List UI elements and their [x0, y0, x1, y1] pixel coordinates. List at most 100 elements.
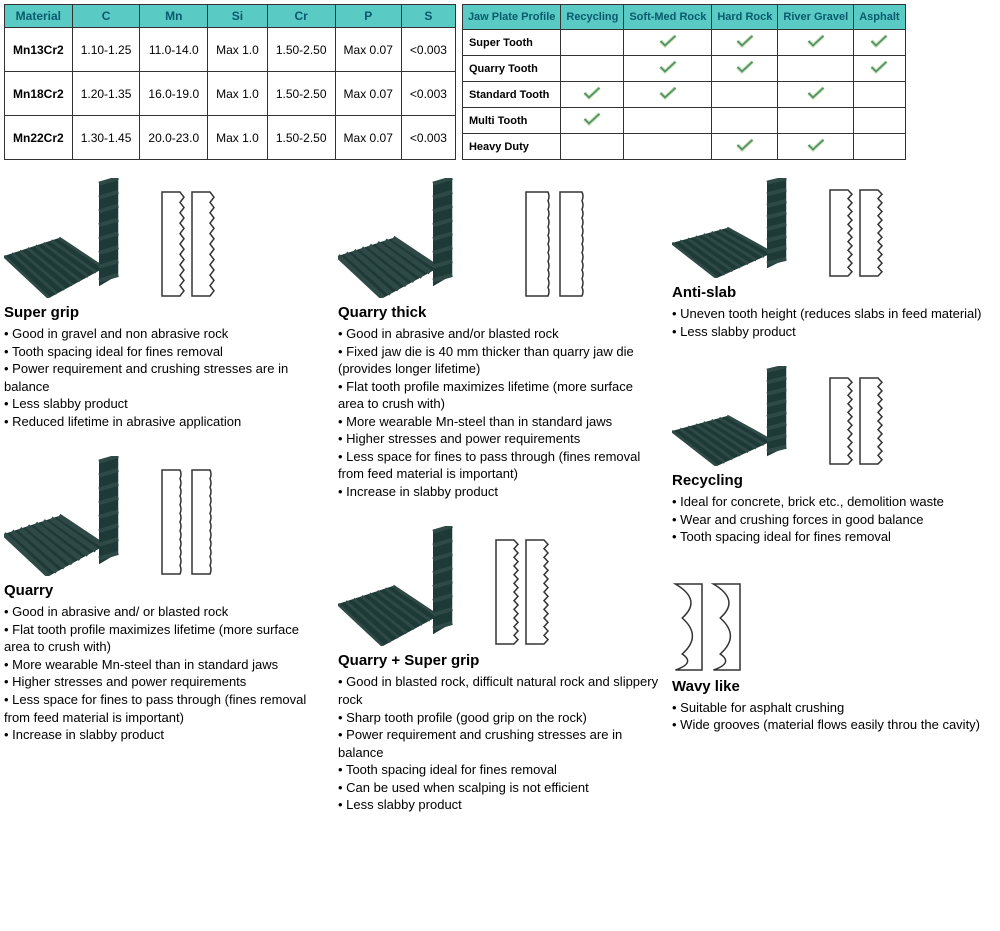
bullet-item: Less slabby product	[4, 395, 328, 413]
profile-outline-icon	[558, 190, 588, 298]
bullet-item: Good in blasted rock, difficult natural …	[338, 673, 662, 708]
table-row: Multi Tooth	[462, 108, 905, 134]
bullet-item: Tooth spacing ideal for fines removal	[338, 761, 662, 779]
bullets: Suitable for asphalt crushingWide groove…	[672, 699, 996, 734]
jaw-profile-outline	[160, 468, 216, 576]
section-wavy-like: Wavy like Suitable for asphalt crushingW…	[672, 572, 996, 734]
table-header: Jaw Plate Profile	[462, 5, 560, 30]
table-header: S	[401, 5, 455, 28]
bullet-item: Fixed jaw die is 40 mm thicker than quar…	[338, 343, 662, 378]
bullet-item: Less space for fines to pass through (fi…	[4, 691, 328, 726]
bullet-item: Tooth spacing ideal for fines removal	[4, 343, 328, 361]
bullet-item: Increase in slabby product	[338, 483, 662, 501]
table-header: Mn	[140, 5, 208, 28]
check-icon	[659, 60, 677, 77]
section-title: Super grip	[4, 304, 328, 321]
profile-outline-icon	[524, 190, 554, 298]
table-header: Soft-Med Rock	[624, 5, 712, 30]
jaw-profile-outline	[494, 538, 550, 646]
bullet-item: Can be used when scalping is not efficie…	[338, 779, 662, 797]
table-row: Quarry Tooth	[462, 56, 905, 82]
bullet-item: Tooth spacing ideal for fines removal	[672, 528, 996, 546]
profile-outline-icon	[858, 188, 884, 278]
bullets: Ideal for concrete, brick etc., demoliti…	[672, 493, 996, 546]
bullets: Uneven tooth height (reduces slabs in fe…	[672, 305, 996, 340]
profile-outline-icon	[190, 190, 216, 298]
table-header: C	[72, 5, 140, 28]
check-icon	[659, 34, 677, 51]
table-row: Super Tooth	[462, 30, 905, 56]
bullet-item: Power requirement and crushing stresses …	[4, 360, 328, 395]
profile-outline-icon	[828, 376, 854, 466]
profile-table: Jaw Plate ProfileRecyclingSoft-Med RockH…	[462, 4, 906, 160]
bullet-item: Less slabby product	[672, 323, 996, 341]
section-super-grip: Super grip Good in gravel and non abrasi…	[4, 178, 328, 430]
bullet-item: More wearable Mn-steel than in standard …	[338, 413, 662, 431]
bullet-item: Wear and crushing forces in good balance	[672, 511, 996, 529]
bullet-item: Flat tooth profile maximizes lifetime (m…	[338, 378, 662, 413]
bullet-item: More wearable Mn-steel than in standard …	[4, 656, 328, 674]
bullet-item: Good in abrasive and/ or blasted rock	[4, 603, 328, 621]
bullets: Good in abrasive and/or blasted rockFixe…	[338, 325, 662, 500]
section-quarry-super: Quarry + Super grip Good in blasted rock…	[338, 526, 662, 813]
bullet-item: Higher stresses and power requirements	[4, 673, 328, 691]
table-row: Standard Tooth	[462, 82, 905, 108]
bullet-item: Less slabby product	[338, 796, 662, 814]
jaw-plate-3d-icon	[672, 366, 822, 466]
jaw-profile-outline	[524, 190, 588, 298]
profile-outline-icon	[710, 582, 744, 672]
section-title: Anti-slab	[672, 284, 996, 301]
jaw-profile-outline	[160, 190, 216, 298]
jaw-profile-outline	[828, 188, 884, 278]
jaw-plate-3d-icon	[4, 456, 154, 576]
check-icon	[807, 34, 825, 51]
bullet-item: Increase in slabby product	[4, 726, 328, 744]
table-header: Asphalt	[854, 5, 905, 30]
jaw-profile-outline	[672, 582, 744, 672]
profile-outline-icon	[190, 468, 216, 576]
check-icon	[736, 60, 754, 77]
jaw-profile-outline	[828, 376, 884, 466]
section-title: Quarry thick	[338, 304, 662, 321]
section-quarry-thick: Quarry thick Good in abrasive and/or bla…	[338, 178, 662, 500]
profile-outline-icon	[672, 582, 706, 672]
section-recycling: Recycling Ideal for concrete, brick etc.…	[672, 366, 996, 546]
profile-outline-icon	[858, 376, 884, 466]
top-tables-row: MaterialCMnSiCrPS Mn13Cr21.10-1.2511.0-1…	[4, 4, 996, 160]
jaw-plate-3d-icon	[672, 178, 822, 278]
section-title: Quarry	[4, 582, 328, 599]
table-header: P	[335, 5, 401, 28]
check-icon	[870, 34, 888, 51]
profile-outline-icon	[828, 188, 854, 278]
check-icon	[736, 138, 754, 155]
jaw-plate-3d-icon	[338, 178, 518, 298]
bullet-item: Suitable for asphalt crushing	[672, 699, 996, 717]
check-icon	[807, 138, 825, 155]
material-table: MaterialCMnSiCrPS Mn13Cr21.10-1.2511.0-1…	[4, 4, 456, 160]
bullet-item: Flat tooth profile maximizes lifetime (m…	[4, 621, 328, 656]
profile-outline-icon	[160, 190, 186, 298]
products-grid: Super grip Good in gravel and non abrasi…	[4, 178, 996, 840]
bullets: Good in blasted rock, difficult natural …	[338, 673, 662, 813]
table-header: Recycling	[561, 5, 624, 30]
bullets: Good in gravel and non abrasive rockToot…	[4, 325, 328, 430]
section-quarry: Quarry Good in abrasive and/ or blasted …	[4, 456, 328, 743]
check-icon	[583, 112, 601, 129]
table-row: Mn18Cr21.20-1.3516.0-19.0Max 1.01.50-2.5…	[5, 72, 456, 116]
bullet-item: Ideal for concrete, brick etc., demoliti…	[672, 493, 996, 511]
bullet-item: Higher stresses and power requirements	[338, 430, 662, 448]
bullet-item: Sharp tooth profile (good grip on the ro…	[338, 709, 662, 727]
column-1: Super grip Good in gravel and non abrasi…	[4, 178, 328, 840]
check-icon	[736, 34, 754, 51]
table-header: Cr	[267, 5, 335, 28]
table-row: Heavy Duty	[462, 134, 905, 160]
profile-outline-icon	[160, 468, 186, 576]
section-title: Quarry + Super grip	[338, 652, 662, 669]
table-header: Hard Rock	[712, 5, 778, 30]
bullet-item: Uneven tooth height (reduces slabs in fe…	[672, 305, 996, 323]
table-row: Mn22Cr21.30-1.4520.0-23.0Max 1.01.50-2.5…	[5, 116, 456, 160]
table-header: River Gravel	[778, 5, 854, 30]
section-anti-slab: Anti-slab Uneven tooth height (reduces s…	[672, 178, 996, 340]
profile-outline-icon	[524, 538, 550, 646]
jaw-plate-3d-icon	[338, 526, 488, 646]
